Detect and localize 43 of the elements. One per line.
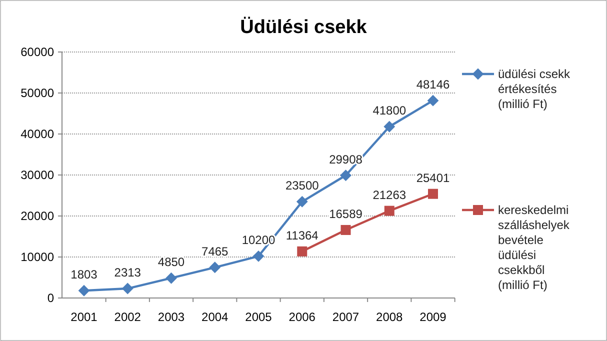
point (209, 262, 220, 273)
x-tick-label: 2006 (288, 310, 316, 324)
point (428, 188, 438, 199)
legend-label: üdülési csekk értékesítés (millió Ft) (498, 67, 572, 111)
x-tick-label: 2004 (202, 310, 229, 324)
point (253, 250, 264, 262)
point (122, 283, 134, 294)
data-label: 2313 (114, 266, 142, 280)
data-label: 7465 (202, 244, 229, 258)
x-tick-label: 2007 (332, 310, 360, 324)
y-tick-label: 20000 (20, 209, 54, 223)
y-tick-label: 0 (47, 291, 54, 305)
data-label: 25401 (416, 170, 450, 185)
chart-title: Üdülési csekk (240, 16, 368, 38)
point (166, 272, 177, 284)
y-tick-label: 10000 (20, 250, 54, 264)
x-tick-label: 2001 (70, 310, 98, 324)
legend-label: kereskedelmi szálláshelyek bevétele üdülési csekkből (millió Ft) (498, 203, 570, 292)
y-tick-label: 50000 (20, 86, 54, 100)
y-tick-label: 60000 (20, 45, 54, 59)
x-tick-label: 2003 (158, 310, 185, 324)
x-tick-label: 2008 (376, 310, 404, 324)
x-tick-label: 2009 (420, 310, 447, 324)
point (384, 121, 395, 132)
data-label: 11364 (286, 228, 319, 242)
data-label: 41800 (372, 104, 406, 118)
point (340, 224, 351, 235)
data-label: 1803 (70, 268, 98, 282)
y-tick-label: 30000 (20, 168, 54, 182)
data-label: 48146 (416, 78, 450, 92)
point (78, 285, 90, 296)
point (340, 170, 352, 181)
point (384, 206, 394, 216)
data-label: 16589 (329, 206, 363, 221)
point (296, 196, 308, 208)
data-label: 23500 (285, 178, 320, 193)
data-label: 21263 (372, 188, 406, 202)
x-tick-label: 2002 (114, 310, 142, 324)
x-tick-label: 2005 (245, 310, 272, 324)
data-label: 4850 (158, 255, 185, 270)
point (428, 95, 438, 106)
y-tick-label: 40000 (20, 127, 54, 141)
point (297, 246, 308, 256)
